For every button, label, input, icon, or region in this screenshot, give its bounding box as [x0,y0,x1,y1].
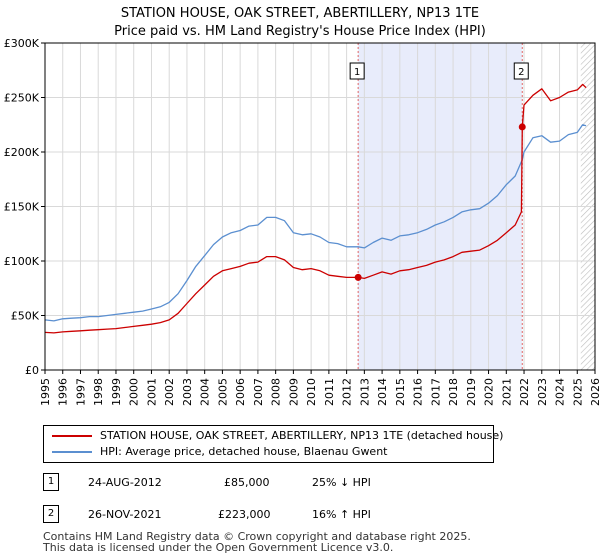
y-tick-label: £250K [4,92,40,105]
sale-point [354,273,362,281]
x-tick-label: 1995 [39,378,52,406]
sale-price-2: £223,000 [218,508,271,521]
x-tick-label: 2020 [483,378,496,406]
sale-price-1: £85,000 [224,476,270,489]
x-tick-label: 2006 [234,378,247,406]
legend-label-property: STATION HOUSE, OAK STREET, ABERTILLERY, … [100,429,504,442]
x-tick-label: 2026 [589,378,600,406]
chart-legend: STATION HOUSE, OAK STREET, ABERTILLERY, … [43,425,503,463]
x-tick-label: 1997 [74,378,87,406]
x-tick-label: 2019 [465,378,478,406]
y-tick-label: £150K [4,201,40,214]
plot-border [44,42,596,371]
property-series-line [44,83,587,334]
x-tick-label: 2003 [181,378,194,406]
x-tick-label: 2017 [429,378,442,406]
x-tick-label: 2013 [358,378,371,406]
footer: Contains HM Land Registry data © Crown c… [43,531,471,553]
annotation-box [513,62,529,80]
sale-badge-2: 2 [43,505,59,523]
hpi-series-line [44,124,587,322]
y-tick-label: £0 [25,364,39,377]
x-tick-label: 2012 [341,378,354,406]
y-tick-label: £300K [4,37,40,50]
legend-swatch-property [52,435,92,437]
x-tick-label: 2024 [554,378,567,406]
x-tick-label: 2011 [323,378,336,406]
chart-title-line1: STATION HOUSE, OAK STREET, ABERTILLERY, … [120,6,480,21]
x-tick-label: 2010 [305,378,318,406]
sale-date-2: 26-NOV-2021 [88,508,162,521]
x-tick-label: 2025 [571,378,584,406]
x-tick-label: 2015 [394,378,407,406]
sale-badge-1: 1 [43,473,59,491]
x-tick-label: 2014 [376,378,389,406]
x-tick-label: 1996 [57,378,70,406]
sale-point [518,123,526,131]
legend-label-hpi: HPI: Average price, detached house, Blae… [100,445,388,458]
x-tick-label: 1998 [92,378,105,406]
annotation-box [349,62,365,80]
x-tick-label: 2001 [145,378,158,406]
x-tick-label: 2005 [216,378,229,406]
y-tick-label: £50K [11,310,40,323]
annotation-label: 2 [518,67,524,78]
x-tick-label: 2016 [412,378,425,406]
x-tick-label: 2004 [199,378,212,406]
x-tick-label: 2022 [518,378,531,406]
x-tick-label: 1999 [110,378,123,406]
x-tick-label: 2018 [447,378,460,406]
x-tick-label: 2009 [287,378,300,406]
x-tick-label: 2002 [163,378,176,406]
chart-title-line2: Price paid vs. HM Land Registry's House … [114,24,486,39]
annotation-label: 1 [354,67,360,78]
x-tick-label: 2008 [270,378,283,406]
sale-date-1: 24-AUG-2012 [88,476,162,489]
price-chart: 1995 1996 1997 1998 1999 2000 2001 2002 2003 2004… [4,37,600,406]
footer-line-1: Contains HM Land Registry data © Crown c… [43,530,471,543]
y-tick-label: £200K [4,146,40,159]
legend-swatch-hpi [52,451,92,453]
footer-line-2: This data is licensed under the Open Gov… [43,541,394,554]
sale-hpi-1: 25% ↓ HPI [312,476,371,489]
x-tick-label: 2023 [536,378,549,406]
y-tick-label: £100K [4,255,40,268]
x-tick-label: 2007 [252,378,265,406]
sale-hpi-2: 16% ↑ HPI [312,508,371,521]
x-tick-label: 2000 [128,378,141,406]
x-tick-label: 2021 [500,378,513,406]
